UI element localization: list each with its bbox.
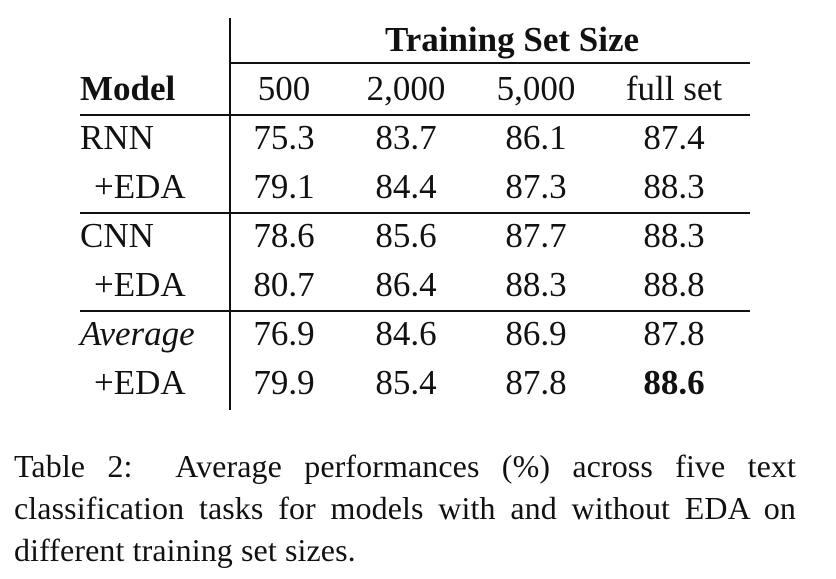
training-set-size-header: Training Set Size	[384, 20, 640, 59]
table-cell: 79.9	[253, 363, 315, 402]
table-cell: 80.7	[253, 265, 315, 304]
header-group-underline	[230, 62, 750, 64]
table-cell: 83.7	[375, 118, 437, 157]
table-cell: 87.7	[505, 216, 567, 255]
table-cell: 76.9	[253, 314, 315, 353]
row-label-cnn: CNN	[80, 216, 154, 255]
model-column-header: Model	[80, 69, 176, 108]
table-cell: 84.6	[375, 314, 437, 353]
results-table: Training Set Size Model 500 2,000 5,000 …	[80, 18, 750, 410]
row-label-rnn-eda: +EDA	[94, 167, 186, 206]
table-cell: 88.8	[643, 265, 705, 304]
table-cell: 84.4	[375, 167, 437, 206]
section-rule-rnn	[80, 212, 750, 214]
table-cell: 88.3	[643, 216, 705, 255]
col-header-500: 500	[257, 69, 311, 108]
table-caption: Table 2: Average performances (%) across…	[14, 445, 796, 571]
table-cell: 87.8	[643, 314, 705, 353]
table-cell: 75.3	[253, 118, 315, 157]
table-cell: 78.6	[253, 216, 315, 255]
table-cell: 87.3	[505, 167, 567, 206]
caption-label: Table 2:	[14, 448, 133, 484]
col-header-full-set: full set	[625, 69, 723, 108]
table-cell: 85.6	[375, 216, 437, 255]
col-header-5000: 5,000	[496, 69, 576, 108]
row-label-average: Average	[80, 314, 195, 353]
row-label-cnn-eda: +EDA	[94, 265, 186, 304]
table-cell: 86.9	[505, 314, 567, 353]
table-cell: 79.1	[253, 167, 315, 206]
table-cell: 88.3	[505, 265, 567, 304]
table-cell: 86.4	[375, 265, 437, 304]
table-cell: 86.1	[505, 118, 567, 157]
row-label-average-eda: +EDA	[94, 363, 186, 402]
table-cell: 85.4	[375, 363, 437, 402]
table-cell: 87.8	[505, 363, 567, 402]
col-header-2000: 2,000	[366, 69, 446, 108]
table-cell: 88.3	[643, 167, 705, 206]
caption-text: Average performances (%) across five tex…	[14, 448, 796, 568]
row-label-rnn: RNN	[80, 118, 154, 157]
section-rule-cnn	[80, 310, 750, 312]
table-cell: 87.4	[643, 118, 705, 157]
table-cell-best: 88.6	[643, 363, 705, 402]
header-rule	[80, 114, 750, 116]
table-vertical-rule	[229, 18, 231, 410]
